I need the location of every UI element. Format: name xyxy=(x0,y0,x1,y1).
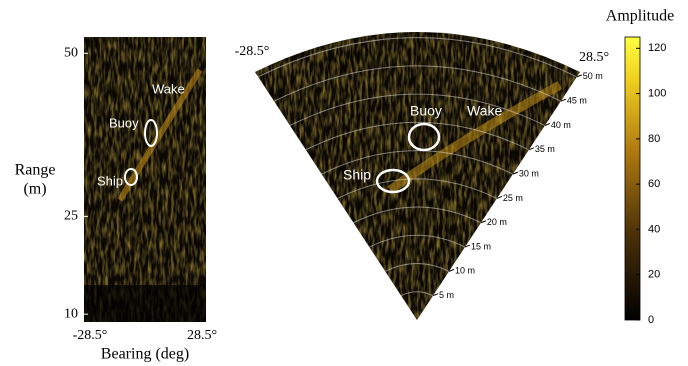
annotation: Ship xyxy=(343,167,371,183)
range-label: 40 m xyxy=(551,120,571,130)
colorbar-tick-label: 120 xyxy=(648,42,666,54)
range-label: 20 m xyxy=(487,217,507,227)
x-axis-label: Bearing (deg) xyxy=(101,346,189,363)
range-tick xyxy=(432,293,439,297)
ship-circle xyxy=(375,168,411,194)
range-label: 5 m xyxy=(439,290,454,300)
x-tick-label: 28.5° xyxy=(187,328,217,343)
y-tick-label: 10 xyxy=(64,306,78,321)
range-tick xyxy=(576,74,582,78)
range-ring xyxy=(385,263,450,272)
annotation: Buoy xyxy=(410,103,442,119)
range-tick xyxy=(464,244,471,248)
range-ring xyxy=(369,234,466,248)
annotation: Wake xyxy=(467,103,502,119)
range-tick xyxy=(528,147,535,151)
annotation: Buoy xyxy=(109,115,139,130)
range-ring xyxy=(305,121,530,151)
range-ring xyxy=(289,93,546,126)
range-ring xyxy=(273,65,562,102)
range-tick xyxy=(544,123,551,126)
annotation: Wake xyxy=(152,81,185,96)
ship-circle xyxy=(124,168,138,186)
range-ring xyxy=(321,150,514,175)
colorbar-tick-label: 20 xyxy=(648,269,660,281)
range-ring xyxy=(257,37,578,78)
range-label: 30 m xyxy=(519,168,539,178)
range-label: 50 m xyxy=(583,71,603,81)
annotation: Ship xyxy=(97,173,123,188)
colorbar-title: Amplitude xyxy=(606,8,674,25)
range-tick xyxy=(448,268,455,272)
range-label: 35 m xyxy=(535,144,555,154)
range-ring xyxy=(337,178,498,199)
buoy-circle xyxy=(144,119,158,147)
y-axis-label: (m) xyxy=(23,181,46,198)
left-texture xyxy=(84,37,206,322)
x-tick-label: -28.5° xyxy=(73,328,108,343)
colorbar-tick-label: 100 xyxy=(648,88,666,100)
range-ring xyxy=(353,206,482,224)
bearing-label: 28.5° xyxy=(579,50,609,65)
range-label: 25 m xyxy=(503,193,523,203)
colorbar-tick-label: 60 xyxy=(648,178,660,190)
y-axis-label: Range xyxy=(15,162,56,179)
colorbar-tick-label: 80 xyxy=(648,133,660,145)
range-label: 45 m xyxy=(567,96,587,106)
y-tick-label: 25 xyxy=(64,209,78,224)
buoy-circle xyxy=(407,122,441,152)
range-tick xyxy=(560,98,567,102)
range-label: 15 m xyxy=(471,241,491,251)
range-ring xyxy=(400,291,434,297)
range-label: 10 m xyxy=(455,266,475,276)
range-tick xyxy=(480,220,487,224)
left-near-field xyxy=(84,285,206,322)
range-tick xyxy=(512,171,519,175)
bearing-label: -28.5° xyxy=(235,44,270,59)
colorbar xyxy=(624,36,641,321)
colorbar-tick-label: 0 xyxy=(648,314,654,326)
y-tick-label: 50 xyxy=(64,46,78,61)
range-tick xyxy=(496,195,503,199)
colorbar-tick-label: 40 xyxy=(648,223,660,235)
